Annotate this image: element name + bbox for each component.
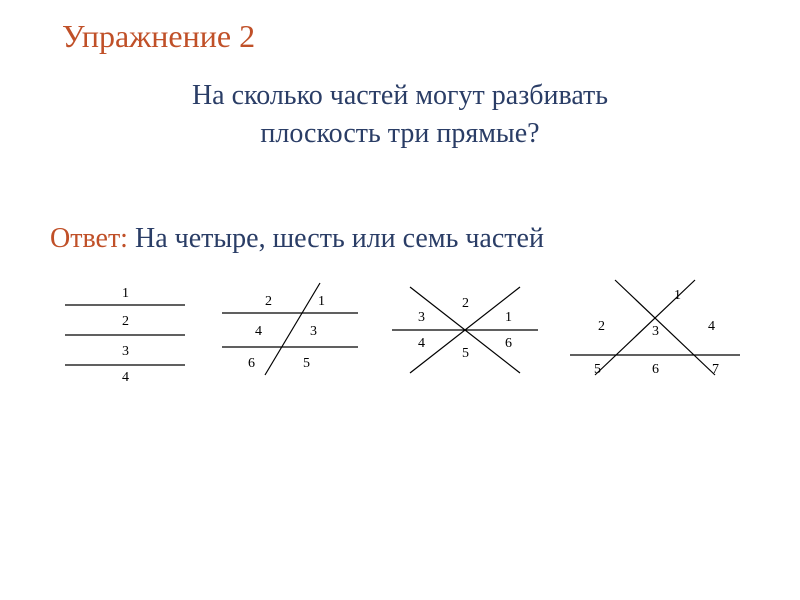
diagrams-row: 1 2 3 4 2 1 4 3 6 5: [40, 275, 760, 385]
d3-r2: 2: [462, 296, 469, 311]
d4-r3: 3: [652, 324, 659, 339]
d2-r2: 2: [265, 294, 272, 309]
question-line-1: На сколько частей могут разбивать: [192, 80, 608, 111]
d1-r1: 1: [122, 286, 129, 301]
d3-r3: 3: [418, 310, 425, 325]
d2-r4: 4: [255, 324, 262, 339]
d4-r4: 4: [708, 319, 715, 334]
d4-r6: 6: [652, 362, 659, 377]
d1-r2: 2: [122, 314, 129, 329]
diagram-parallel-svg: 1 2 3 4: [50, 275, 200, 385]
d4-r1: 1: [674, 288, 681, 303]
d2-r6: 6: [248, 356, 255, 371]
d2-r5: 5: [303, 356, 310, 371]
diagram-parallel: 1 2 3 4: [50, 275, 200, 385]
d4-r2: 2: [598, 319, 605, 334]
d2-r3: 3: [310, 324, 317, 339]
d3-r4: 4: [418, 336, 425, 351]
diagram-4-svg: 1 2 3 4 5 6 7: [560, 275, 750, 385]
diagram-general: 1 2 3 4 5 6 7: [560, 275, 750, 385]
question-block: На сколько частей могут разбивать плоско…: [40, 77, 760, 153]
diagram-concurrent: 2 1 3 4 5 6: [380, 275, 550, 385]
d1-r3: 3: [122, 344, 129, 359]
d2-r1: 1: [318, 294, 325, 309]
diagram-3-svg: 2 1 3 4 5 6: [380, 275, 550, 385]
d3-r6: 6: [505, 336, 512, 351]
answer-text: На четыре, шесть или семь частей: [128, 223, 544, 254]
diagram-2-svg: 2 1 4 3 6 5: [210, 275, 370, 385]
answer-block: Ответ: На четыре, шесть или семь частей: [50, 223, 760, 255]
d4-r5: 5: [594, 362, 601, 377]
question-line-2: плоскость три прямые?: [260, 118, 539, 149]
d3-r5: 5: [462, 346, 469, 361]
d3-r1: 1: [505, 310, 512, 325]
slide-title: Упражнение 2: [62, 18, 760, 55]
diagram-two-parallel-transversal: 2 1 4 3 6 5: [210, 275, 370, 385]
d1-r4: 4: [122, 370, 129, 385]
d4-r7: 7: [712, 362, 719, 377]
answer-label: Ответ:: [50, 223, 128, 254]
